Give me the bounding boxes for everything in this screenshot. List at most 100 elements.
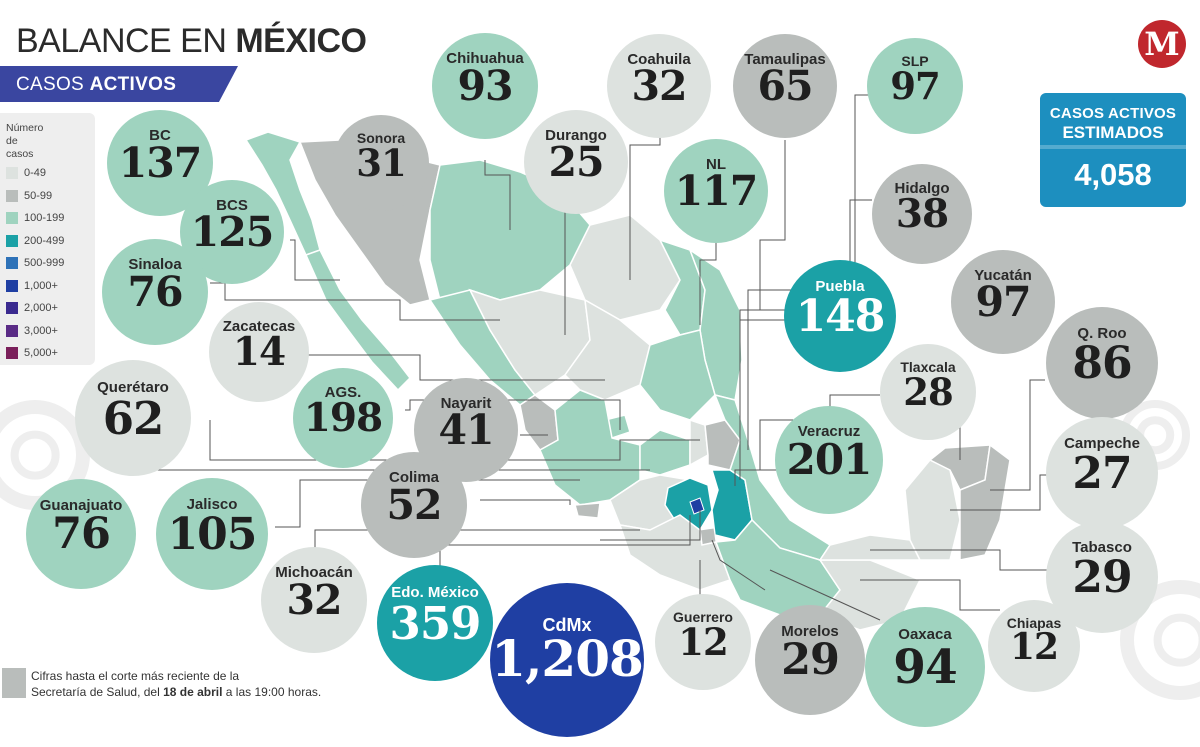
state-name: SLP [901, 53, 929, 70]
estimated-label-line1: CASOS ACTIVOS [1049, 105, 1177, 122]
state-name: Chihuahua [446, 49, 524, 67]
state-value: 29 [781, 635, 840, 686]
legend: Número de casos 0-49 50-99 100-199 200-499 5… [0, 113, 95, 365]
state-value: 97 [975, 278, 1031, 327]
state-name: Tlaxcala [900, 359, 956, 376]
estimated-divider [1040, 145, 1186, 149]
footnote: Cifras hasta el corte más reciente de la… [31, 668, 321, 700]
footnote-line1: Cifras hasta el corte más reciente de la [31, 669, 240, 683]
legend-swatch [6, 279, 18, 292]
footnote-date: 18 de abril [163, 685, 223, 699]
state-bubble: Durango 25 [524, 110, 628, 214]
legend-title-line3: casos [6, 148, 34, 160]
legend-swatch [6, 257, 18, 269]
state-value: 148 [795, 290, 886, 342]
state-value: 105 [167, 508, 258, 560]
subtitle-bar [0, 66, 238, 102]
state-value: 97 [890, 63, 941, 108]
subtitle-bold: ACTIVOS [89, 74, 177, 95]
leader-morelos [711, 539, 766, 591]
leader-oaxaca [769, 569, 881, 621]
estimated-label-line2: ESTIMADOS [1062, 123, 1164, 142]
state-bubble: CdMx 1,208 [490, 583, 644, 737]
milenio-logo-icon: M [1138, 20, 1186, 68]
state-bubble: Edo. México 359 [377, 565, 493, 681]
legend-label: 3,000+ [24, 324, 58, 337]
subtitle-regular: CASOS [16, 74, 90, 95]
state-bubble: Tlaxcala 28 [880, 344, 976, 440]
legend-item: 1,000+ [6, 276, 58, 296]
legend-item: 3,000+ [6, 321, 58, 341]
legend-item: 2,000+ [6, 298, 58, 318]
region-jalisco [539, 389, 641, 506]
legend-label: 0-49 [24, 167, 47, 179]
state-value: 94 [893, 640, 957, 696]
state-bubble: Q. Roo 86 [1046, 307, 1158, 419]
state-value: 359 [389, 596, 482, 650]
legend-swatch [6, 347, 18, 359]
state-name: Hidalgo [894, 180, 950, 197]
legend-item: 50-99 [6, 186, 52, 206]
leader-zacatecas [305, 354, 605, 381]
leader-tlaxcala [734, 394, 880, 486]
state-bubble: Oaxaca 94 [865, 607, 985, 727]
state-value: 76 [52, 509, 111, 560]
title-bold: MÉXICO [235, 22, 367, 60]
state-name: Tamaulipas [744, 50, 826, 68]
state-name: Puebla [815, 277, 865, 295]
footnote-line2-a: Secretaría de Salud, del [31, 685, 164, 699]
state-bubble: Sonora 31 [333, 115, 429, 211]
legend-title-line2: de [6, 135, 18, 147]
state-value: 27 [1072, 447, 1132, 499]
state-name: Coahuila [627, 50, 691, 68]
state-bubble: Zacatecas 14 [209, 302, 309, 402]
state-value: 76 [127, 267, 183, 316]
state-value: 12 [678, 619, 729, 664]
state-name: Chiapas [1006, 614, 1062, 631]
state-name: Veracruz [797, 423, 861, 441]
state-bubble: Jalisco 105 [156, 478, 268, 590]
leader-michoacan [314, 529, 640, 555]
region-queretaro [689, 418, 709, 467]
state-bubble: Chiapas 12 [988, 600, 1080, 692]
region-coahuila [569, 214, 681, 321]
legend-item: 100-199 [6, 208, 64, 228]
state-bubble: Coahuila 32 [607, 34, 711, 138]
legend-item: 5,000+ [6, 343, 58, 363]
state-name: Sinaloa [128, 255, 182, 273]
state-value: 86 [1072, 337, 1132, 389]
leader-tamaulipas [759, 140, 786, 310]
state-bubble: Sinaloa 76 [102, 239, 208, 345]
state-name: Michoacán [275, 563, 353, 581]
state-name: Nayarit [440, 394, 492, 412]
region-nayarit [519, 394, 559, 451]
state-value: 137 [118, 138, 203, 187]
legend-label: 1,000+ [24, 279, 58, 292]
legend-title: Número de casos [6, 122, 76, 161]
state-name: Oaxaca [898, 626, 952, 644]
region-colima [574, 502, 601, 519]
leader-edomex [439, 515, 691, 580]
legend-label: 5,000+ [24, 347, 58, 359]
leader-chiapas [860, 579, 1000, 611]
state-value: 62 [102, 391, 165, 445]
state-value: 93 [457, 61, 513, 110]
state-name: Zacatecas [222, 318, 296, 335]
region-tabasco [818, 534, 922, 561]
leader-cdmx [600, 510, 701, 541]
leader-bcs [290, 239, 340, 281]
state-bubble: Guanajuato 76 [26, 479, 136, 589]
legend-swatch [6, 302, 18, 314]
region-campeche [904, 459, 961, 561]
legend-item: 0-49 [6, 163, 46, 183]
legend-swatch [6, 212, 18, 224]
state-value: 38 [895, 191, 949, 237]
region-guanajuato [639, 429, 691, 476]
state-bubble: Michoacán 32 [261, 547, 367, 653]
leader-nl [699, 240, 717, 325]
state-name: Edo. México [391, 583, 479, 601]
state-name: Tabasco [1072, 538, 1132, 556]
state-value: 41 [438, 406, 494, 455]
leader-tabasco [870, 549, 1055, 571]
